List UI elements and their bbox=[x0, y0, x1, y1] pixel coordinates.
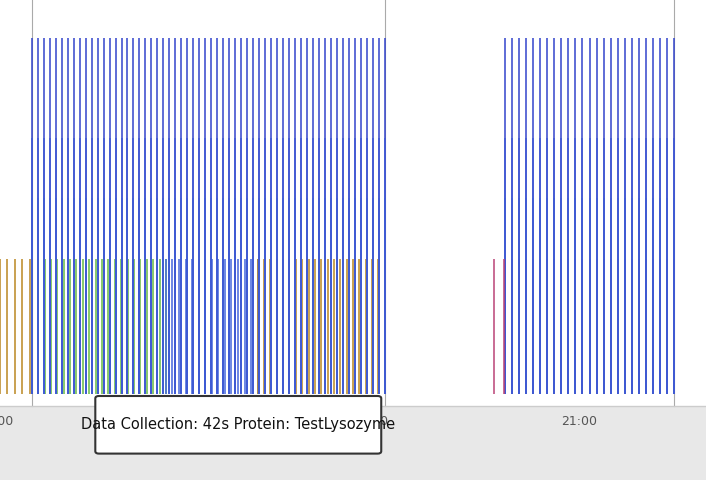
Text: Data Collection: 42s Protein: TestLysozyme: Data Collection: 42s Protein: TestLysozy… bbox=[81, 417, 395, 432]
Text: 20:00: 20:00 bbox=[352, 415, 389, 428]
FancyBboxPatch shape bbox=[95, 396, 381, 454]
Text: 16:00: 16:00 bbox=[184, 415, 219, 428]
Text: :00: :00 bbox=[0, 415, 13, 428]
FancyBboxPatch shape bbox=[0, 0, 706, 406]
Text: 21:00: 21:00 bbox=[561, 415, 597, 428]
